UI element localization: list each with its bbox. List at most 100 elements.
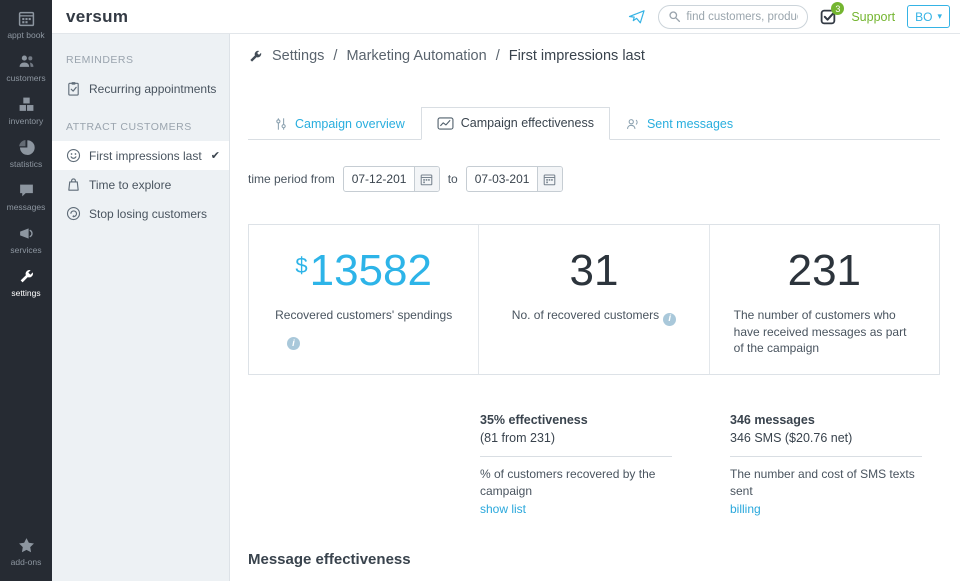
sidebar-item-time-to-explore[interactable]: Time to explore [52,170,229,199]
tab-label: Campaign overview [295,116,405,131]
date-to-input[interactable] [466,172,537,186]
smiley-icon [66,148,81,163]
sidebar-item-recurring-appointments[interactable]: Recurring appointments [52,74,229,103]
info-icon[interactable] [287,336,300,350]
sidebar-item-messages[interactable]: messages [0,175,52,218]
detail-subtitle: 346 SMS ($20.76 net) [730,430,853,445]
search-box[interactable] [658,4,809,29]
effectiveness-detail: 35% effectiveness (81 from 231) % of cus… [480,413,672,518]
stat-recovered-customers: 31 No. of recovered customers [478,225,708,374]
sidebar-item-label: statistics [9,159,43,169]
search-input[interactable] [686,10,799,23]
check-icon: ✔ [210,150,220,162]
sidebar-item-settings[interactable]: settings [0,261,52,304]
section-title-reminders: REMINDERS [66,54,134,66]
wrench-icon [248,49,263,64]
divider [480,455,672,457]
date-to-field [465,166,563,192]
shopping-bag-icon [66,177,81,192]
megaphone-icon [18,225,35,242]
pie-chart-icon [18,139,35,156]
sidebar-item-label: messages [6,202,46,212]
detail-description: % of customers recovered by the campaign [480,466,656,498]
user-initials: BO [915,9,933,24]
detail-title: 346 messages [730,412,815,427]
stat-recovered-spendings: $13582 Recovered customers' spendings [249,225,478,374]
time-period-to-label: to [447,172,458,186]
breadcrumb-current: First impressions last [508,48,645,64]
calendar-picker-button[interactable] [413,167,439,191]
tab-label: Campaign effectiveness [460,116,594,130]
currency-symbol: $ [295,253,308,278]
show-list-link[interactable]: show list [480,501,527,516]
date-from-input[interactable] [343,172,414,186]
sidebar-item-inventory[interactable]: inventory [0,89,52,132]
tab-sent-messages[interactable]: Sent messages [610,107,749,140]
chevron-down-icon: ▾ [937,11,942,21]
sidebar-item-stop-losing-customers[interactable]: Stop losing customers [52,199,229,228]
support-link[interactable]: Support [851,9,896,24]
sidebar-item-label: add-ons [10,557,42,567]
tab-label: Sent messages [646,116,734,131]
tab-campaign-effectiveness[interactable]: Campaign effectiveness [420,107,610,140]
tab-bar: Campaign overview Campaign effectiveness… [248,106,940,140]
breadcrumb-settings[interactable]: Settings [272,48,325,64]
app-logo: versum [66,6,129,26]
sidebar-item-label: Recurring appointments [89,81,217,96]
sidebar-item-label: inventory [8,116,44,126]
wrench-icon [18,268,35,285]
top-header: versum 3 Support BO ▾ [52,0,960,34]
stat-messaged-customers: 231 The number of customers who have rec… [708,225,939,374]
clipboard-check-icon [66,81,81,96]
section-title-attract-customers: ATTRACT CUSTOMERS [66,121,192,133]
sidebar-item-appt-book[interactable]: appt book [0,3,52,46]
detail-subtitle: (81 from 231) [480,430,556,445]
calendar-icon [18,10,35,27]
boxes-icon [18,96,35,113]
sidebar-item-label: appt book [7,30,45,40]
person-signal-icon [626,117,640,131]
divider [730,455,922,457]
calendar-picker-button[interactable] [536,167,562,191]
messages-detail: 346 messages 346 SMS ($20.76 net) The nu… [730,413,922,518]
sidebar-item-services[interactable]: services [0,218,52,261]
stat-value: 31 [569,246,619,295]
stat-value: 231 [787,246,862,295]
breadcrumb-marketing-automation[interactable]: Marketing Automation [346,48,487,64]
message-effectiveness-heading: Message effectiveness [248,550,411,568]
sidebar-item-label: services [10,245,42,255]
star-icon [18,537,35,554]
detail-title: 35% effectiveness [480,412,588,427]
checkbox-icon [820,8,837,25]
breadcrumb-separator: / [495,48,500,64]
paper-plane-icon[interactable] [628,9,646,25]
sidebar-item-label: Stop losing customers [89,206,208,221]
sliders-icon [274,117,288,131]
main-sidebar: appt book customers inventory statistics… [0,0,52,581]
sidebar-item-statistics[interactable]: statistics [0,132,52,175]
sidebar-spacer [0,304,52,530]
notification-badge: 3 [831,2,845,15]
sidebar-item-label: First impressions last [89,148,202,163]
settings-sidebar: REMINDERS Recurring appointments ATTRACT… [52,34,230,581]
sidebar-item-label: settings [11,288,41,298]
time-period-label: time period from [248,172,335,186]
sidebar-item-customers[interactable]: customers [0,46,52,89]
sidebar-item-first-impressions[interactable]: First impressions last ✔ [52,141,229,170]
sidebar-item-add-ons[interactable]: add-ons [0,530,52,581]
tasks-button[interactable]: 3 [820,2,845,25]
chat-bubble-icon [18,182,35,199]
stat-value: $13582 [295,246,432,295]
search-icon [668,10,681,23]
info-icon[interactable] [663,313,677,327]
detail-description: The number and cost of SMS texts sent [730,466,915,498]
tab-campaign-overview[interactable]: Campaign overview [258,107,421,140]
billing-link[interactable]: billing [730,501,761,516]
kpi-panel: $13582 Recovered customers' spendings 31… [248,224,940,375]
line-chart-icon [437,116,454,130]
breadcrumb: Settings / Marketing Automation / First … [248,48,940,64]
user-menu-button[interactable]: BO ▾ [907,5,950,28]
date-from-field [342,166,440,192]
main-content: Settings / Marketing Automation / First … [230,34,960,581]
